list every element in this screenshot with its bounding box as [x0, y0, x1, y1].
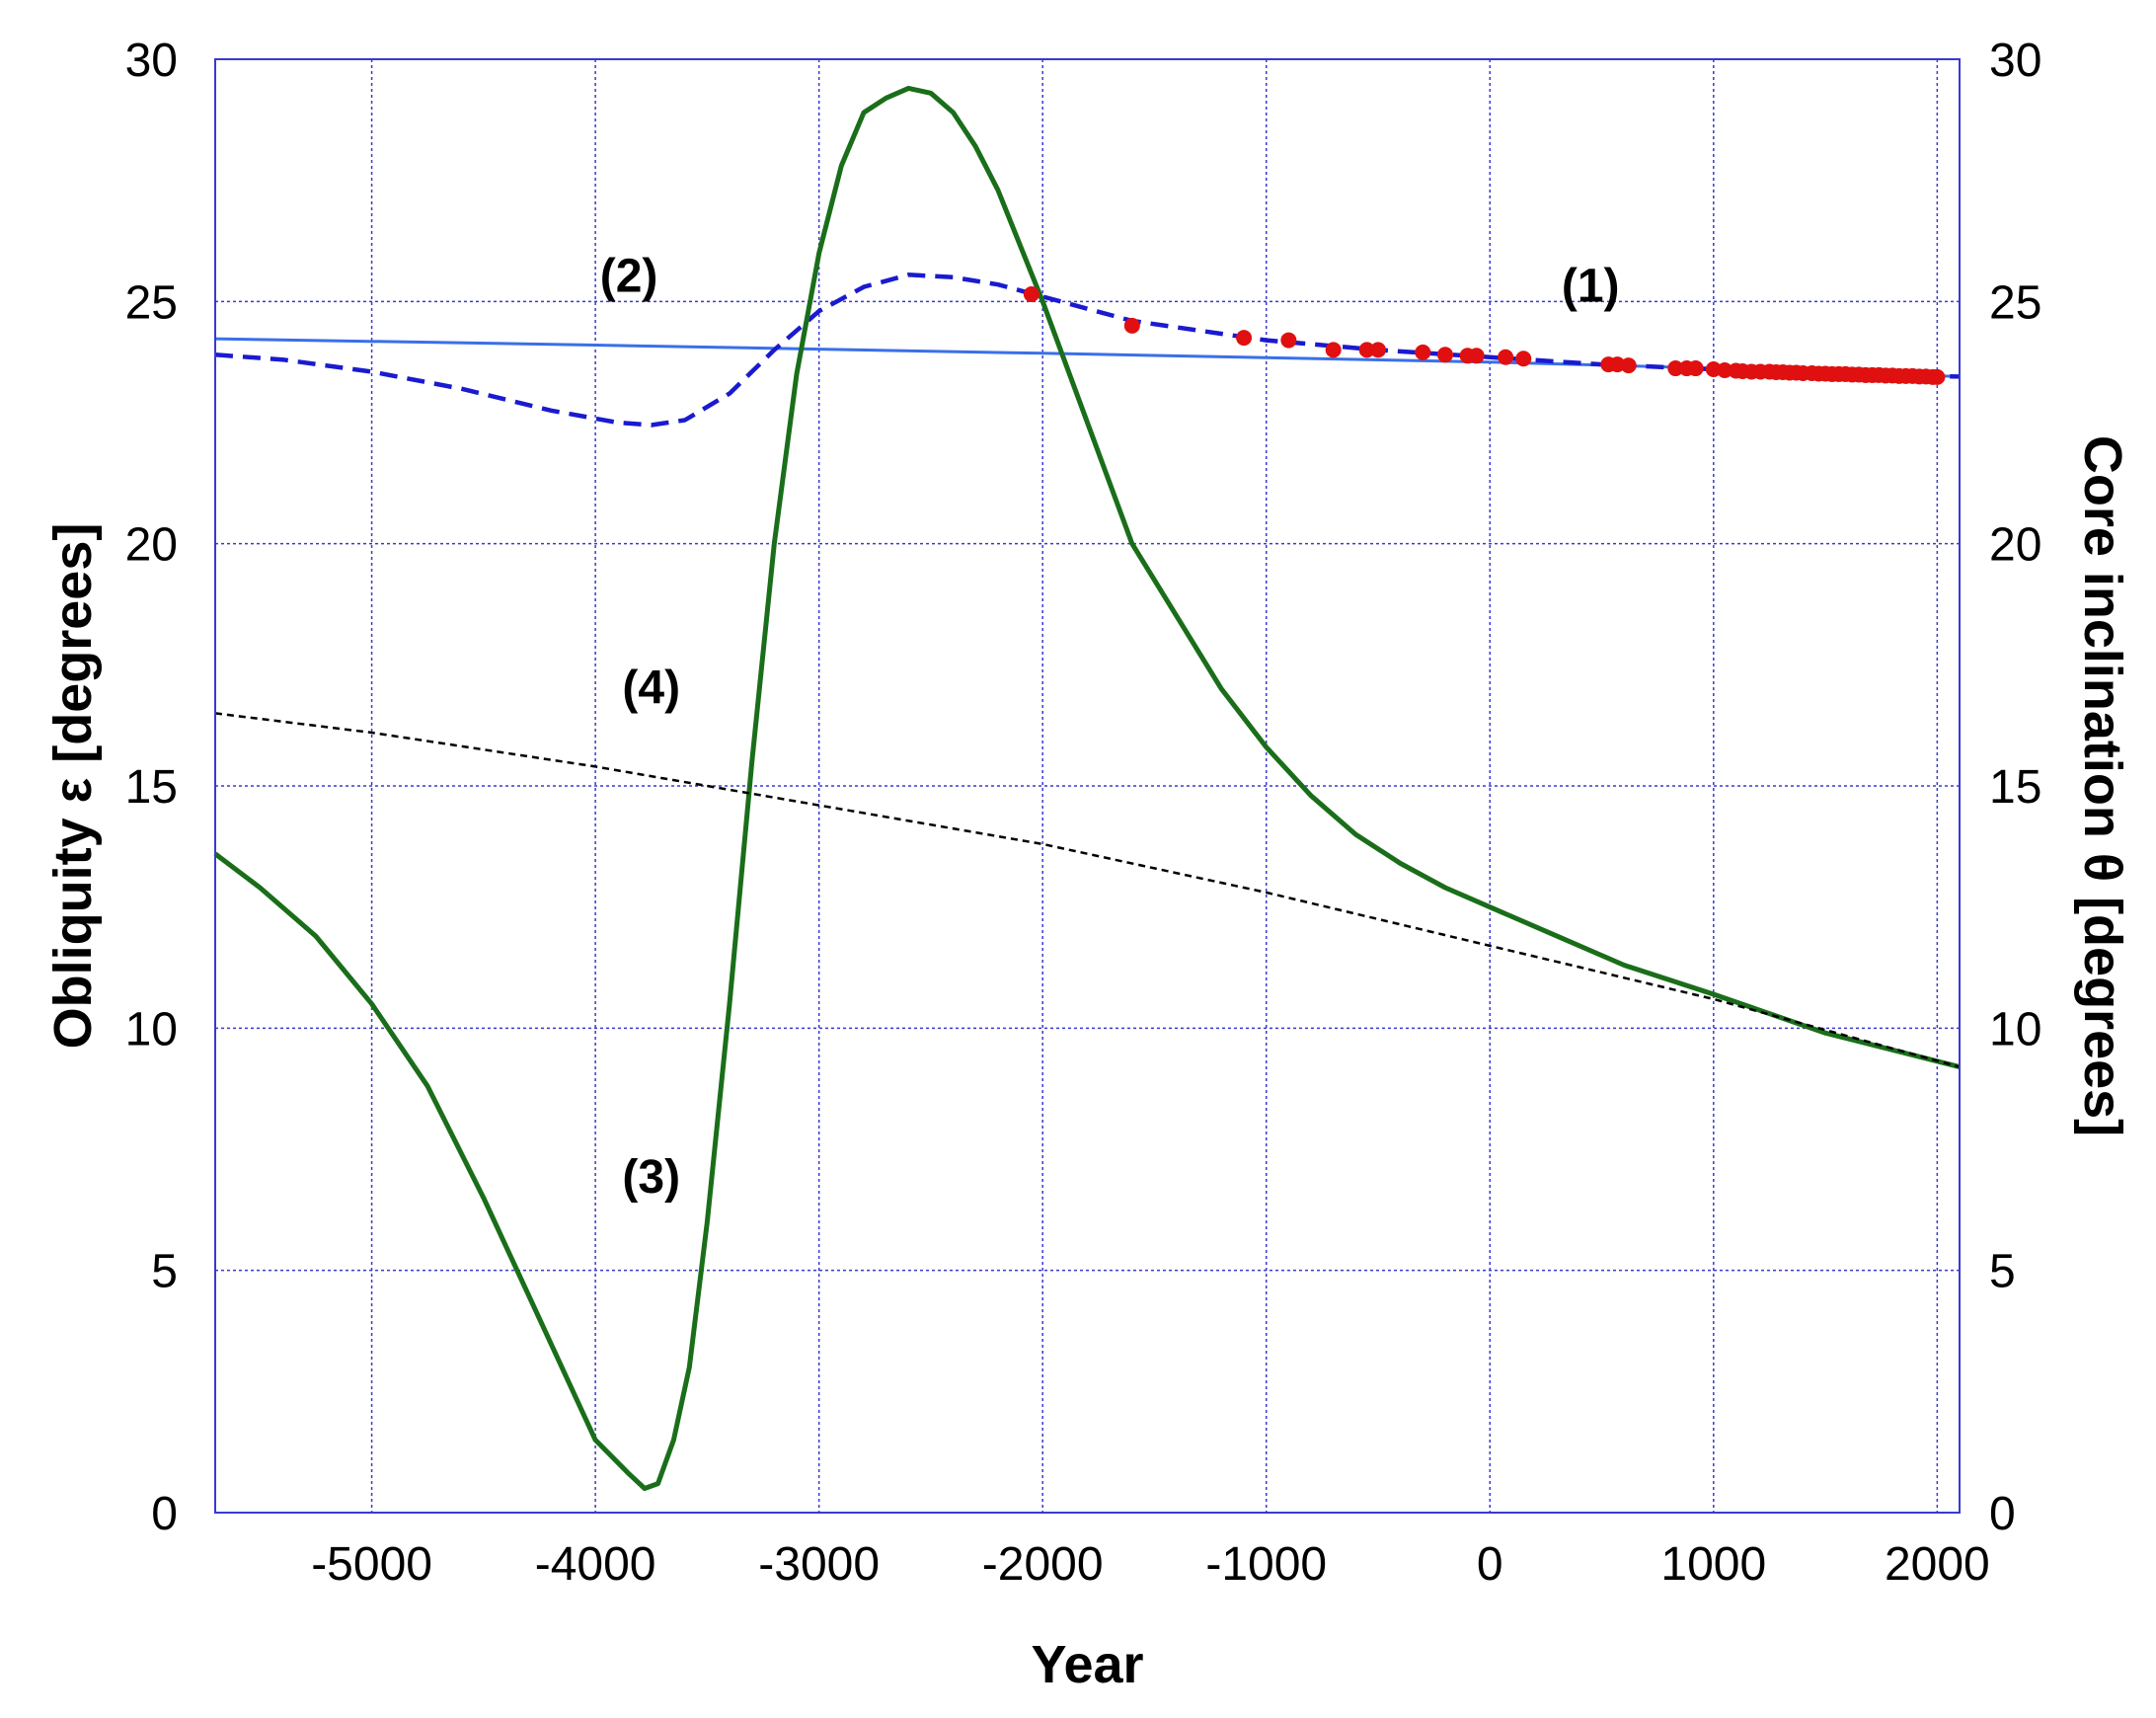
x-tick-label: 2000: [1885, 1538, 1990, 1591]
observation-point: [1280, 332, 1297, 349]
y2-axis-title: Core inclination θ [degrees]: [2073, 435, 2132, 1136]
observation-point: [1123, 317, 1140, 334]
curve-annotation: (2): [600, 251, 658, 303]
y-tick-labels: 0 5 10 15 20 25 30: [125, 35, 178, 1540]
plot-frame: [214, 58, 1961, 1514]
y-tick-label: 30: [125, 35, 178, 87]
y2-tick-label: 15: [1989, 761, 2041, 814]
observation-point: [1687, 360, 1704, 377]
y2-tick-label: 25: [1989, 276, 2041, 329]
observation-point: [1370, 342, 1386, 358]
y-tick-label: 10: [125, 1003, 178, 1055]
x-tick-label: -2000: [982, 1538, 1104, 1591]
series-line-3: [213, 85, 1961, 1491]
x-tick-label: 0: [1477, 1538, 1503, 1591]
observation-point: [1358, 342, 1375, 358]
x-tick-label: -4000: [535, 1538, 656, 1591]
x-tick-label: -1000: [1205, 1538, 1327, 1591]
y2-tick-label: 5: [1989, 1246, 2016, 1298]
curve-annotation: (3): [622, 1151, 680, 1204]
series-line-4: [214, 712, 1961, 1068]
grid-lines: [215, 59, 1960, 1513]
y-tick-label: 25: [125, 276, 178, 329]
observation-points: [1023, 285, 1946, 385]
observation-point: [1620, 357, 1637, 374]
x-tick-label: 1000: [1660, 1538, 1766, 1591]
y-axis-title: Obliquity ε [degrees]: [43, 523, 103, 1050]
observation-point: [1023, 285, 1040, 302]
curve-annotation: (1): [1562, 260, 1620, 312]
observation-point: [1468, 348, 1485, 364]
observation-point: [1498, 349, 1514, 365]
observation-point: [1515, 351, 1532, 367]
observation-point: [1325, 342, 1342, 358]
y-tick-label: 20: [125, 519, 178, 572]
y2-tick-label: 10: [1989, 1003, 2041, 1055]
observation-point: [1717, 362, 1733, 379]
observation-point: [1415, 344, 1431, 360]
y2-tick-label: 0: [1989, 1488, 2016, 1540]
observation-point: [1667, 360, 1684, 377]
x-tick-labels: -5000 -4000 -3000 -2000 -1000 0 1000 2000: [311, 1538, 1990, 1591]
observation-point: [1929, 368, 1946, 385]
y2-tick-label: 30: [1989, 35, 2041, 87]
x-axis-title: Year: [1031, 1635, 1143, 1694]
curve-annotation: (4): [622, 663, 680, 715]
observation-point: [1236, 330, 1253, 347]
y-tick-label: 15: [125, 761, 178, 814]
curve-annotations: (1) (2) (3) (4): [600, 251, 1620, 1205]
y2-tick-labels: 0 5 10 15 20 25 30: [1989, 35, 2041, 1540]
x-tick-label: -5000: [311, 1538, 432, 1591]
y2-tick-label: 20: [1989, 519, 2041, 572]
x-tick-label: -3000: [758, 1538, 880, 1591]
y-tick-label: 5: [151, 1246, 178, 1298]
y-tick-label: 0: [151, 1488, 178, 1540]
observation-point: [1436, 347, 1453, 363]
